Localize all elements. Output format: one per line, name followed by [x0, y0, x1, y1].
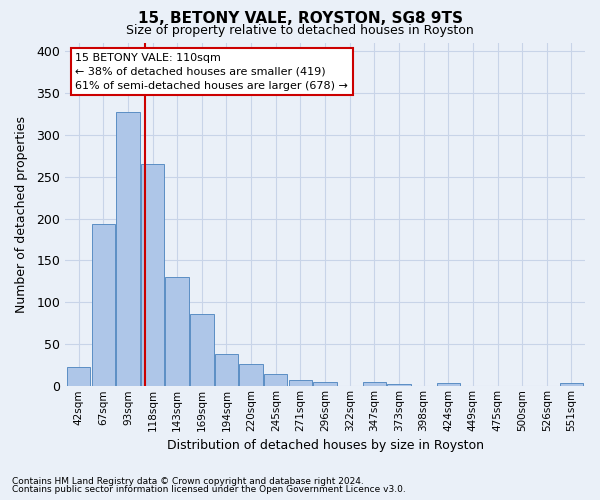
Bar	[190, 314, 214, 386]
Bar	[313, 382, 337, 386]
Bar	[67, 367, 91, 386]
X-axis label: Distribution of detached houses by size in Royston: Distribution of detached houses by size …	[167, 440, 484, 452]
Bar	[239, 364, 263, 386]
Bar	[215, 354, 238, 386]
Bar	[116, 112, 140, 386]
Y-axis label: Number of detached properties: Number of detached properties	[15, 116, 28, 313]
Text: 15, BETONY VALE, ROYSTON, SG8 9TS: 15, BETONY VALE, ROYSTON, SG8 9TS	[137, 11, 463, 26]
Text: Contains public sector information licensed under the Open Government Licence v3: Contains public sector information licen…	[12, 485, 406, 494]
Bar	[141, 164, 164, 386]
Bar	[387, 384, 410, 386]
Text: Size of property relative to detached houses in Royston: Size of property relative to detached ho…	[126, 24, 474, 37]
Bar	[289, 380, 312, 386]
Bar	[264, 374, 287, 386]
Bar	[362, 382, 386, 386]
Text: 15 BETONY VALE: 110sqm
← 38% of detached houses are smaller (419)
61% of semi-de: 15 BETONY VALE: 110sqm ← 38% of detached…	[76, 53, 349, 91]
Bar	[166, 278, 189, 386]
Bar	[560, 383, 583, 386]
Bar	[92, 224, 115, 386]
Text: Contains HM Land Registry data © Crown copyright and database right 2024.: Contains HM Land Registry data © Crown c…	[12, 477, 364, 486]
Bar	[437, 383, 460, 386]
